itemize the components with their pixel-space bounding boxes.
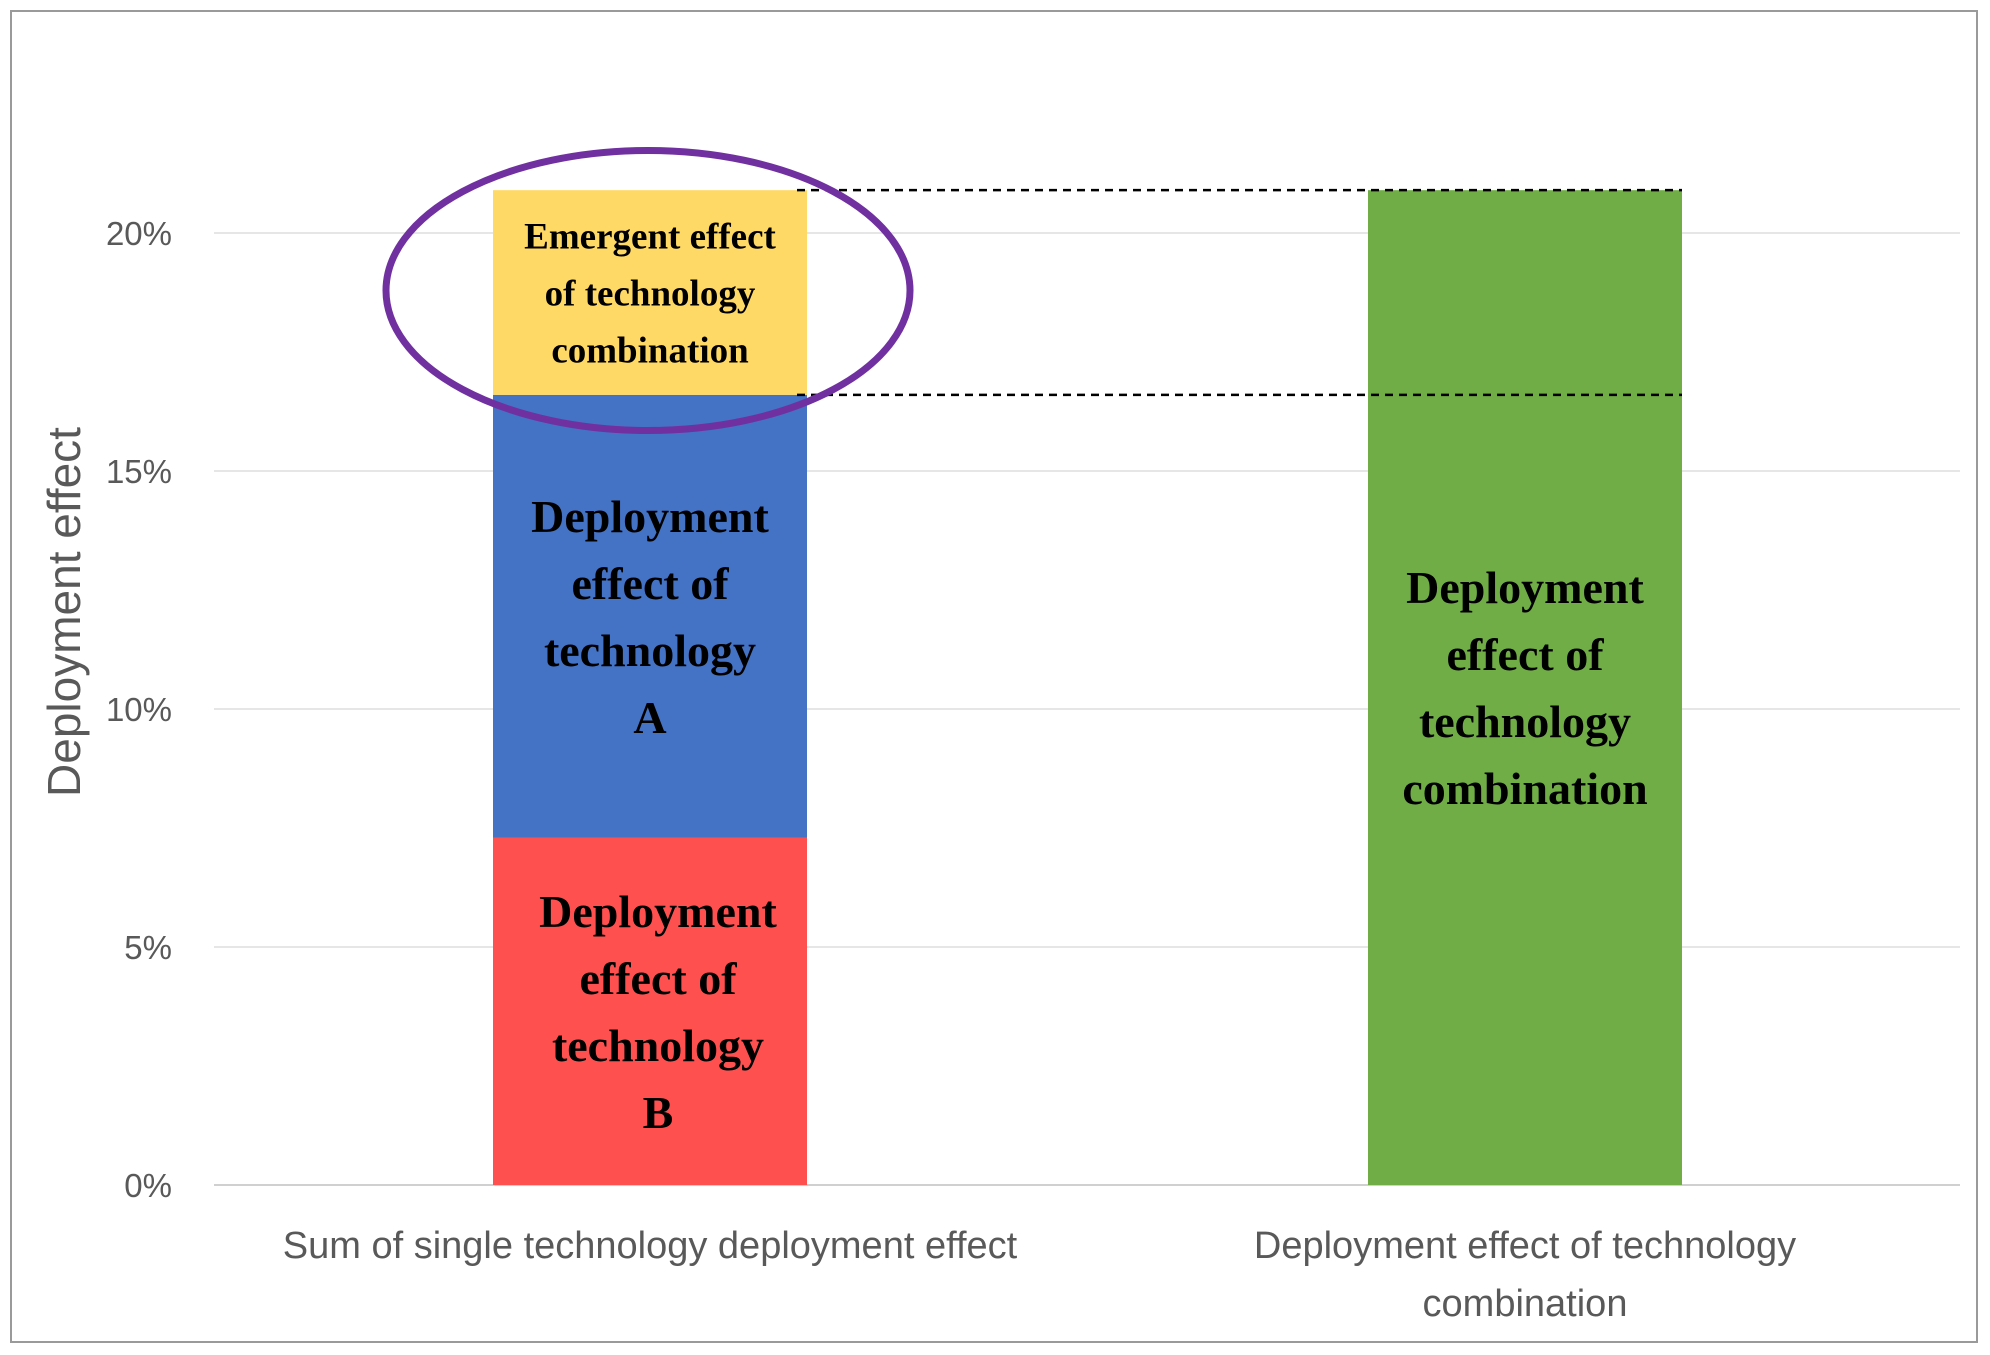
y-axis-title: Deployment effect — [38, 427, 90, 797]
segment-label-technology-b: Deployment — [539, 886, 777, 937]
y-tick-label: 15% — [106, 453, 172, 490]
highlight-ellipse — [382, 147, 914, 434]
x-category-label: Sum of single technology deployment effe… — [283, 1225, 1018, 1267]
segment-label-combination: effect of — [1446, 629, 1604, 680]
segment-label-technology-b: effect of — [579, 953, 737, 1004]
y-tick-label: 5% — [124, 929, 172, 966]
bar-segment-technology-a — [493, 394, 807, 838]
segment-label-emergent: of technology — [545, 273, 756, 314]
segment-label-technology-a: effect of — [571, 558, 729, 609]
bar-segment-technology-b — [493, 837, 807, 1185]
x-category-label: Deployment effect of technology — [1254, 1225, 1796, 1267]
segment-label-combination: Deployment — [1406, 562, 1644, 613]
segment-label-technology-a: technology — [544, 625, 756, 676]
segment-label-emergent: combination — [551, 330, 749, 371]
segment-label-technology-b: technology — [552, 1020, 764, 1071]
segment-label-combination: combination — [1402, 763, 1647, 814]
segment-label-technology-b: B — [643, 1087, 674, 1138]
segment-label-technology-a: A — [633, 692, 666, 743]
x-category-label: combination — [1423, 1283, 1628, 1325]
bar-segment-emergent — [493, 190, 807, 395]
y-tick-label: 10% — [106, 691, 172, 728]
y-tick-label: 0% — [124, 1167, 172, 1204]
bar-segment-combination — [1368, 190, 1682, 1185]
segment-label-combination: technology — [1419, 696, 1631, 747]
segment-label-emergent: Emergent effect — [524, 216, 776, 257]
segment-label-technology-a: Deployment — [531, 491, 769, 542]
y-tick-label: 20% — [106, 215, 172, 252]
